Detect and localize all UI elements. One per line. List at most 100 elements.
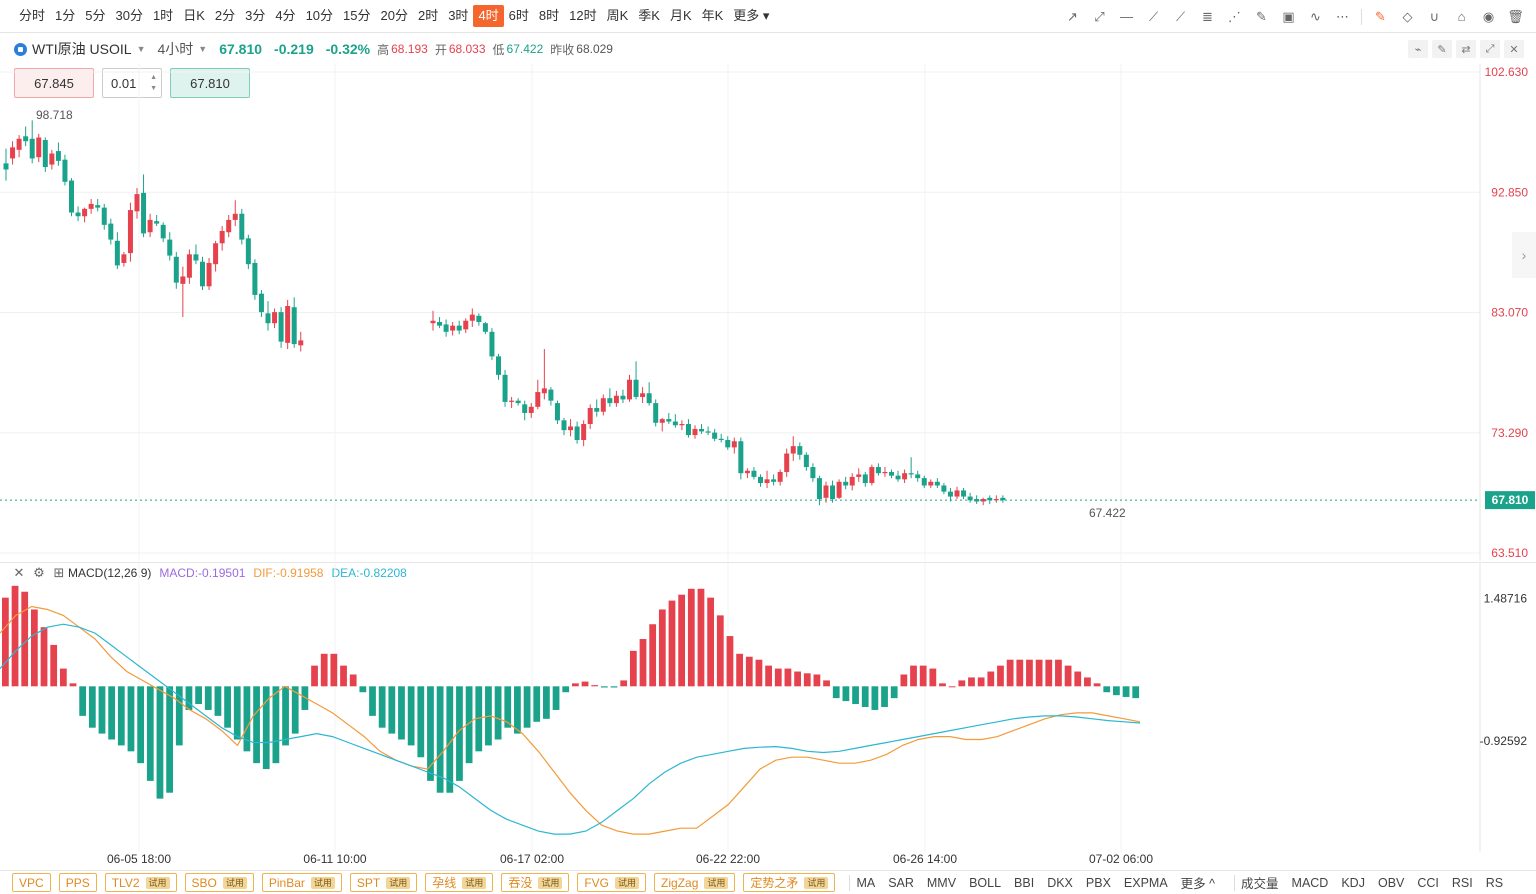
- ray-line-icon[interactable]: ↗: [1067, 8, 1078, 24]
- close-icon[interactable]: ✕: [13, 565, 25, 580]
- sub-indicator[interactable]: 成交量: [1241, 877, 1279, 891]
- period-22[interactable]: 更多 ▾: [733, 8, 770, 23]
- period-11[interactable]: 20分: [380, 8, 408, 23]
- period-18[interactable]: 周K: [606, 8, 629, 23]
- horizontal-line-icon[interactable]: —: [1120, 9, 1133, 24]
- macd-hist-bar: [658, 609, 666, 687]
- period-20[interactable]: 月K: [669, 8, 692, 23]
- extended-line-icon[interactable]: ⤢: [1094, 8, 1105, 24]
- gann-fan-icon[interactable]: ⋰: [1228, 8, 1241, 24]
- period-3[interactable]: 30分: [115, 8, 143, 23]
- quantity-stepper[interactable]: 0.01 ▲ ▼: [102, 68, 162, 98]
- main-indicator[interactable]: 更多 ^: [1180, 877, 1216, 891]
- candle-body: [587, 408, 593, 425]
- period-5[interactable]: 日K: [183, 8, 205, 23]
- main-indicator[interactable]: MMV: [926, 875, 957, 890]
- period-13[interactable]: 3时: [448, 8, 469, 23]
- indicator-chip[interactable]: VPC: [12, 873, 51, 892]
- indicator-chip[interactable]: 定势之矛 试用: [743, 873, 836, 892]
- period-15[interactable]: 6时: [508, 8, 529, 23]
- trend-line-icon[interactable]: ⟋: [1175, 8, 1186, 24]
- stepper-arrows-icon[interactable]: ▲ ▼: [150, 74, 157, 92]
- sub-indicator[interactable]: OBV: [1377, 875, 1405, 890]
- macd-hist-bar: [243, 686, 251, 752]
- delete-icon[interactable]: 🗑: [1507, 8, 1524, 24]
- candle-body: [496, 356, 501, 375]
- indicator-chip[interactable]: SPT 试用: [349, 873, 418, 892]
- period-7[interactable]: 3分: [245, 8, 266, 23]
- more-tools-icon[interactable]: ⋯: [1336, 8, 1349, 24]
- period-0[interactable]: 分时: [19, 8, 46, 23]
- period-2[interactable]: 5分: [85, 8, 106, 23]
- close-icon[interactable]: ✕: [1504, 40, 1524, 58]
- fibonacci-icon[interactable]: ≣: [1202, 8, 1213, 24]
- chart-type-icon[interactable]: ⌁: [1408, 40, 1428, 58]
- main-indicator[interactable]: PBX: [1085, 875, 1111, 890]
- last-price-tag-label: 67.810: [1492, 493, 1529, 507]
- main-indicator[interactable]: MA: [856, 875, 876, 890]
- main-indicator[interactable]: SAR: [888, 875, 914, 890]
- settings-icon[interactable]: ⚙: [33, 565, 45, 580]
- fullscreen-icon[interactable]: ⤢: [1480, 40, 1500, 58]
- period-14[interactable]: 4时: [473, 5, 504, 27]
- lock-icon[interactable]: ⌂: [1457, 9, 1466, 24]
- indicator-chip[interactable]: PPS: [58, 873, 97, 892]
- chevron-right-icon[interactable]: ›: [1522, 247, 1527, 263]
- candle-body: [489, 331, 495, 357]
- sell-button[interactable]: 67.845: [14, 68, 94, 98]
- y-tick-label: 63.510: [1491, 546, 1528, 560]
- indicator-chip[interactable]: PinBar 试用: [261, 873, 342, 892]
- macd-hist-bar: [1064, 665, 1072, 687]
- image-icon[interactable]: ▣: [1282, 8, 1295, 24]
- period-6[interactable]: 2分: [214, 8, 236, 23]
- period-16[interactable]: 8时: [538, 8, 560, 23]
- eye-icon[interactable]: ◉: [1482, 8, 1495, 24]
- indicator-chip[interactable]: 孕线 试用: [425, 873, 494, 892]
- expand-icon[interactable]: ⊞: [53, 565, 65, 580]
- main-indicator[interactable]: EXPMA: [1123, 875, 1168, 890]
- side-panel-toggle[interactable]: [1512, 232, 1536, 278]
- period-19[interactable]: 季K: [638, 8, 660, 23]
- main-indicator[interactable]: BOLL: [969, 875, 1002, 890]
- period-1[interactable]: 1分: [55, 8, 76, 23]
- sub-indicator[interactable]: KDJ: [1341, 875, 1365, 890]
- candle-body: [232, 213, 238, 220]
- magnet-icon[interactable]: ∪: [1429, 8, 1440, 24]
- pencil-icon[interactable]: ✎: [1256, 8, 1267, 24]
- period-12[interactable]: 2时: [417, 8, 439, 23]
- indicator-chip[interactable]: 吞没 试用: [501, 873, 570, 892]
- wave-icon[interactable]: ∿: [1310, 8, 1321, 24]
- candle-body: [869, 467, 875, 484]
- macd-chart[interactable]: 1.48716 -0.92592: [0, 562, 1536, 852]
- segment-icon[interactable]: ⟋: [1148, 8, 1159, 24]
- period-10[interactable]: 15分: [343, 8, 371, 23]
- candlestick-chart[interactable]: 102.630 92.850 83.070 73.290 63.510 98.718 67.…: [0, 64, 1536, 561]
- symbol-name[interactable]: WTI原油 USOIL: [32, 41, 132, 57]
- compare-icon[interactable]: ⇄: [1456, 40, 1476, 58]
- indicator-chip[interactable]: SBO 试用: [184, 873, 254, 892]
- chevron-down-icon[interactable]: ▼: [198, 44, 208, 54]
- period-selector[interactable]: 4小时: [157, 41, 194, 57]
- indicator-chip[interactable]: FVG 试用: [577, 873, 647, 892]
- main-indicator[interactable]: DKX: [1047, 875, 1073, 890]
- quick-order: 67.845 0.01 ▲ ▼ 67.810: [14, 68, 250, 98]
- indicator-chip[interactable]: TLV2 试用: [104, 873, 177, 892]
- period-9[interactable]: 10分: [305, 8, 334, 23]
- period-8[interactable]: 4分: [275, 8, 296, 23]
- period-17[interactable]: 12时: [569, 8, 597, 23]
- main-indicator[interactable]: BBI: [1014, 875, 1035, 890]
- chevron-down-icon[interactable]: ▼: [136, 44, 146, 54]
- sub-indicator[interactable]: RSI: [1451, 875, 1473, 890]
- edit-icon[interactable]: ✎: [1375, 8, 1386, 24]
- period-4[interactable]: 1时: [152, 8, 174, 23]
- indicator-chip[interactable]: ZigZag 试用: [654, 873, 736, 892]
- sub-indicator[interactable]: RS: [1485, 875, 1504, 890]
- draw-icon[interactable]: ✎: [1432, 40, 1452, 58]
- period-21[interactable]: 年K: [701, 8, 724, 23]
- sub-indicator[interactable]: CCI: [1417, 875, 1439, 890]
- sub-indicator[interactable]: MACD: [1291, 875, 1329, 890]
- macd-hist-bar: [436, 686, 444, 793]
- macd-hist-bar: [958, 680, 966, 687]
- buy-button[interactable]: 67.810: [170, 68, 250, 98]
- eraser-icon[interactable]: ◇: [1402, 8, 1413, 24]
